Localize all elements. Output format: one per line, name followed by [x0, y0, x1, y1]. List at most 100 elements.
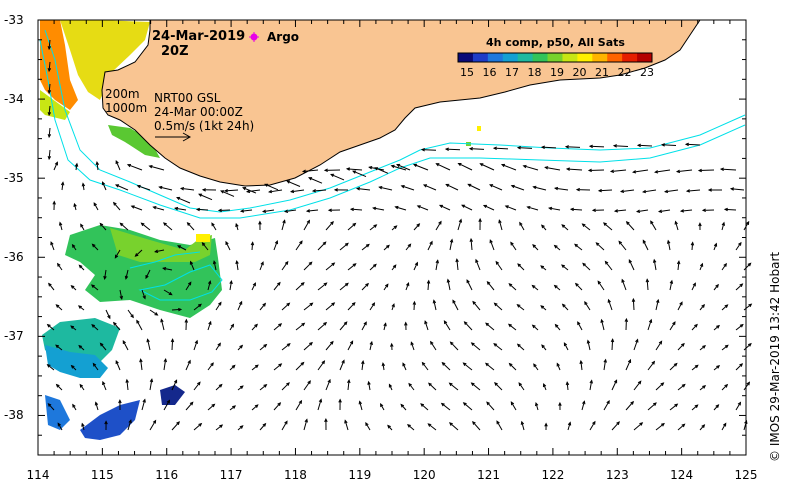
colorbar-tick-label: 21 [595, 66, 609, 79]
current-arrow [259, 383, 268, 391]
current-arrow [495, 260, 503, 271]
current-arrow [358, 400, 363, 411]
current-arrow [46, 323, 55, 331]
current-arrow [286, 180, 301, 187]
current-arrow [55, 383, 63, 391]
sst-patch-yellow-dot [477, 126, 481, 131]
current-arrow [130, 205, 143, 211]
current-arrow [229, 323, 235, 331]
current-arrow [60, 181, 65, 191]
current-arrow [478, 217, 482, 231]
current-arrow [690, 241, 695, 251]
current-arrow [388, 383, 393, 391]
current-arrow [628, 259, 635, 271]
current-arrow [669, 279, 674, 291]
current-arrow [699, 424, 706, 431]
current-arrow [735, 323, 744, 331]
current-arrow [347, 379, 351, 391]
current-arrow [581, 400, 586, 411]
current-arrow [160, 318, 165, 331]
current-arrow [498, 219, 503, 231]
current-arrow [212, 260, 217, 271]
argo-legend-label: Argo [267, 30, 300, 44]
current-arrow [565, 167, 583, 171]
current-arrow [124, 269, 129, 280]
current-arrow [685, 189, 701, 193]
colorbar-swatch [592, 53, 608, 62]
current-arrow [217, 208, 231, 213]
current-arrow [657, 209, 671, 213]
current-arrow [115, 160, 121, 171]
current-arrow [281, 382, 290, 391]
current-arrow [70, 284, 77, 291]
current-arrow [361, 360, 365, 371]
current-arrow [47, 149, 52, 161]
current-arrow [369, 224, 378, 231]
current-arrow [215, 424, 224, 431]
current-arrow [561, 264, 569, 271]
current-arrow [380, 403, 385, 411]
current-arrow [633, 380, 642, 391]
current-arrow [171, 379, 178, 391]
current-arrow [472, 420, 481, 431]
sst-colorbar [457, 52, 653, 63]
current-arrow [369, 340, 373, 351]
current-arrow [47, 83, 52, 95]
current-arrow [569, 207, 583, 212]
current-arrow [462, 362, 473, 371]
current-arrow [162, 222, 173, 231]
current-arrow [235, 222, 239, 231]
current-arrow [713, 324, 720, 331]
current-arrow [564, 145, 581, 149]
current-arrow [251, 404, 259, 411]
current-arrow [349, 207, 363, 212]
current-arrow [158, 185, 173, 191]
current-arrow [422, 184, 437, 191]
current-arrow [574, 243, 583, 251]
current-arrow [163, 358, 168, 371]
current-arrow [114, 249, 121, 259]
current-arrow [611, 421, 620, 431]
current-arrow [55, 344, 63, 351]
x-tick-label: 117 [219, 468, 243, 482]
current-arrow [676, 260, 681, 271]
current-arrow [338, 398, 342, 411]
current-arrow [548, 206, 561, 211]
current-arrow [324, 417, 328, 431]
current-arrow [655, 422, 665, 431]
current-arrow [534, 402, 539, 411]
current-arrow [171, 307, 183, 312]
current-arrow [554, 323, 561, 331]
colorbar-border [457, 52, 653, 63]
current-arrow [669, 403, 679, 411]
current-arrow [295, 282, 305, 291]
current-arrow [383, 244, 390, 251]
current-arrow [655, 382, 665, 391]
current-arrow [347, 222, 357, 231]
current-arrow [186, 221, 195, 231]
current-arrow [264, 183, 279, 191]
y-tick-label: -36 [4, 250, 24, 265]
current-arrow [303, 219, 310, 231]
colorbar-tick-label: 22 [617, 66, 632, 79]
current-arrow [273, 363, 283, 371]
current-arrow [735, 283, 744, 291]
current-arrow [684, 142, 701, 147]
current-arrow [603, 399, 610, 411]
current-arrow [666, 239, 671, 251]
current-arrow [532, 185, 547, 191]
current-arrow [595, 242, 605, 251]
current-arrow [713, 365, 721, 371]
current-arrow [305, 209, 319, 213]
current-arrow [475, 258, 481, 271]
current-arrow [235, 259, 239, 271]
current-arrow [577, 321, 583, 331]
current-arrow [80, 223, 85, 231]
current-arrow [553, 244, 561, 251]
current-arrow [469, 237, 474, 251]
current-arrow [141, 398, 146, 411]
y-tick-label: -33 [4, 13, 24, 27]
current-arrow [707, 188, 723, 192]
current-arrow [561, 303, 569, 311]
current-arrow [189, 260, 195, 271]
